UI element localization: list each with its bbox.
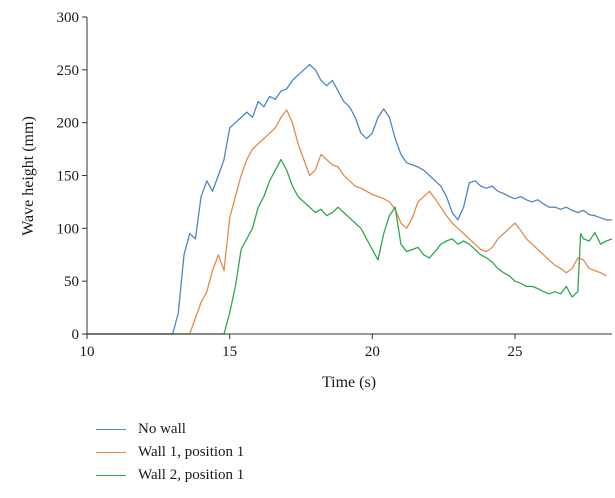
legend-swatch [96, 475, 126, 476]
y-axis-title: Wave height (mm) [20, 116, 37, 236]
series-line-0 [87, 63, 612, 335]
series-line-1 [87, 109, 607, 335]
legend: No wall Wall 1, position 1 Wall 2, posit… [96, 418, 244, 487]
legend-item-wall-2: Wall 2, position 1 [96, 464, 244, 487]
y-tick-label: 250 [57, 63, 80, 79]
legend-item-wall-1: Wall 1, position 1 [96, 441, 244, 464]
y-tick-label: 100 [57, 221, 80, 237]
axis-ticks: 0 50 100 150 200 250 300 10 15 20 25 [57, 10, 523, 360]
y-tick-label: 0 [72, 327, 80, 343]
x-tick-label: 20 [365, 344, 380, 360]
legend-swatch [96, 452, 126, 453]
y-tick-label: 50 [64, 274, 79, 290]
legend-item-no-wall: No wall [96, 418, 244, 441]
legend-label: No wall [138, 421, 186, 437]
legend-swatch [96, 429, 126, 430]
plot-area [87, 63, 613, 335]
x-axis-title: Time (s) [322, 374, 376, 391]
legend-label: Wall 2, position 1 [138, 467, 245, 483]
x-tick-label: 10 [80, 344, 95, 360]
line-chart: 0 50 100 150 200 250 300 10 15 20 25 Time (s) Wave… [20, 10, 613, 391]
y-tick-label: 200 [57, 116, 80, 132]
x-tick-label: 25 [507, 344, 522, 360]
y-tick-label: 150 [57, 169, 80, 185]
series-line-2 [87, 158, 613, 335]
x-tick-label: 15 [222, 344, 237, 360]
legend-label: Wall 1, position 1 [138, 444, 245, 460]
y-tick-label: 300 [57, 10, 80, 26]
